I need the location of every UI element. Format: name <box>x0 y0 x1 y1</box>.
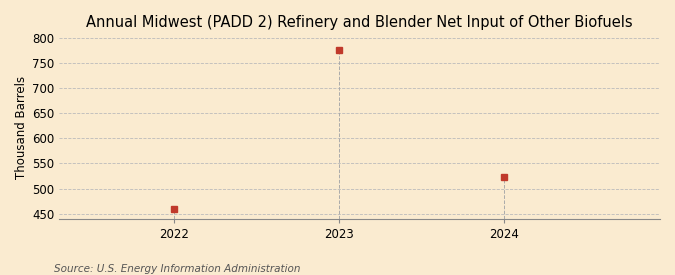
Title: Annual Midwest (PADD 2) Refinery and Blender Net Input of Other Biofuels: Annual Midwest (PADD 2) Refinery and Ble… <box>86 15 633 30</box>
Text: Source: U.S. Energy Information Administration: Source: U.S. Energy Information Administ… <box>54 264 300 274</box>
Y-axis label: Thousand Barrels: Thousand Barrels <box>15 75 28 178</box>
